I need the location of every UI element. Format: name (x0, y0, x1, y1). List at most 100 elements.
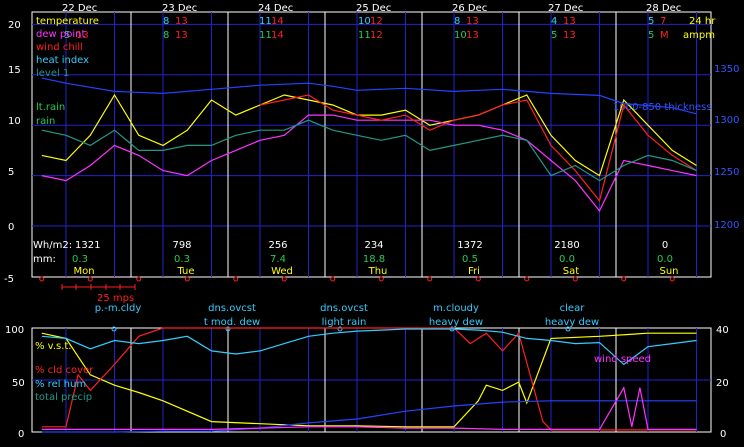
sky-condition: dns.ovcst (208, 303, 256, 314)
series--v-s-t--line (41, 332, 697, 428)
wind-marker (233, 276, 239, 282)
daily-dew-max: 14 (271, 30, 284, 41)
axis-tick-label: 1350 (714, 64, 739, 75)
date-label: 28 Dec (646, 3, 681, 14)
precip-condition: t mod. dew (204, 317, 260, 328)
axis-tick-label: 20 (8, 20, 21, 31)
temperature-legend: temperature dew point wind chill heat in… (36, 16, 99, 127)
daily-dew-max: M (660, 30, 669, 41)
daily-dew-min: 5 (648, 30, 654, 41)
axis-tick-label: 0 (720, 429, 726, 440)
thickness-axis-labels: 1350 1300 1250 1200 (714, 64, 739, 231)
wind-marker (87, 276, 93, 282)
daily-temp-max: 14 (271, 16, 284, 27)
daily-dew-min: 11 (358, 30, 371, 41)
daily-temp-min: 4 (551, 16, 557, 27)
axis-tick-label: 1200 (714, 220, 739, 231)
daily-dew-min: 5 (64, 30, 70, 41)
date-label: 26 Dec (452, 3, 487, 14)
wind-marker (621, 276, 627, 282)
daily-temp-max: 7 (660, 16, 666, 27)
sky-marker (337, 326, 343, 332)
mm-label: mm: (33, 254, 56, 265)
daily-radiation: 1372 (457, 240, 482, 251)
humidity-series (41, 327, 697, 433)
axis-tick-label: 50 (12, 378, 25, 389)
temperature-panel-frame (31, 11, 712, 278)
precip-condition: light rain (322, 317, 367, 328)
daily-dew-min: 10 (454, 30, 467, 41)
daily-radiation: 798 (172, 240, 191, 251)
daily-temp-max: 13 (563, 16, 576, 27)
legend-lt-rain: lt.rain (36, 102, 65, 113)
daily-rainfall: 0.0 (559, 254, 575, 265)
wind-marker (39, 276, 45, 282)
legend-rel-hum: % rel hum (35, 379, 86, 390)
wind-marker (330, 276, 336, 282)
wind-scale-label: 25 mps (97, 293, 134, 304)
axis-tick-label: 1250 (714, 167, 739, 178)
sky-marker (111, 326, 117, 332)
date-label: 27 Dec (548, 3, 583, 14)
axis-tick-label: 0 (8, 222, 14, 233)
series--rel-hum-line (41, 328, 697, 366)
wind-marker (184, 276, 190, 282)
temperature-axis-labels: 20 15 10 5 0 -5 (4, 20, 21, 285)
sky-marker (225, 326, 231, 332)
series-wind-chill-line (259, 94, 697, 203)
series-dew-point-line (41, 114, 697, 213)
temperature-panel-grid (31, 11, 712, 278)
wind-marker (524, 276, 530, 282)
wh-label: Wh/m2: (33, 240, 72, 251)
legend-dew-point: dew point (36, 29, 85, 40)
wind-marker (669, 276, 675, 282)
sky-condition: p.-m.cldy (95, 303, 142, 314)
legend-total-precip: total precip (35, 392, 92, 403)
humidity-panel-grid (31, 327, 712, 433)
axis-tick-label: 20 (716, 378, 729, 389)
thickness-label: 1000-850 thickness (613, 102, 712, 113)
legend-level-1: level 1 (36, 68, 69, 79)
daily-rainfall: 18.8 (363, 254, 385, 265)
wind-marker (427, 276, 433, 282)
series-total-precip-line (41, 400, 697, 433)
date-labels: 22 Dec 23 Dec 24 Dec 25 Dec 26 Dec 27 De… (62, 3, 681, 14)
daily-radiation: 0 (662, 240, 668, 251)
daily-dew-min: 11 (259, 30, 272, 41)
axis-tick-label: 40 (716, 325, 729, 336)
sky-condition-labels: p.-m.cldy dns.ovcst t mod. dew dns.ovcst lig… (95, 303, 599, 332)
daily-temp-min: 10 (358, 16, 371, 27)
daily-dew-max: 13 (563, 30, 576, 41)
date-label: 22 Dec (62, 3, 97, 14)
date-label: 25 Dec (356, 3, 391, 14)
legend-temperature: temperature (36, 16, 99, 27)
daily-rainfall: 7.4 (270, 254, 286, 265)
precip-condition: heavy dew (429, 317, 483, 328)
precip-condition: heavy dew (545, 317, 599, 328)
wind-marker (475, 276, 481, 282)
temperature-series (41, 77, 697, 213)
daily-dew-min: 8 (163, 30, 169, 41)
day-name: Mon (73, 266, 94, 277)
daily-temp-min: 5 (648, 16, 654, 27)
day-name: Sat (563, 266, 579, 277)
legend-cloud-cover: % cld cover (35, 365, 94, 376)
axis-tick-label: 100 (5, 325, 24, 336)
day-name: Thu (368, 266, 388, 277)
sky-condition: m.cloudy (433, 303, 479, 314)
daily-temp-max: 13 (466, 16, 479, 27)
wind-speed-label: wind speed (594, 354, 651, 365)
axis-tick-label: 15 (8, 65, 21, 76)
wind-marker-row (39, 276, 675, 282)
date-label: 23 Dec (162, 3, 197, 14)
ampm-label: ampm (683, 30, 715, 41)
daily-temp-max: 13 (175, 16, 188, 27)
wind-scale: 25 mps (61, 284, 136, 304)
day-name: Sun (659, 266, 678, 277)
wind-marker (572, 276, 578, 282)
daily-radiation: 1321 (75, 240, 100, 251)
series-level-1-line (41, 119, 697, 182)
series--cld-cover-line (41, 327, 697, 431)
